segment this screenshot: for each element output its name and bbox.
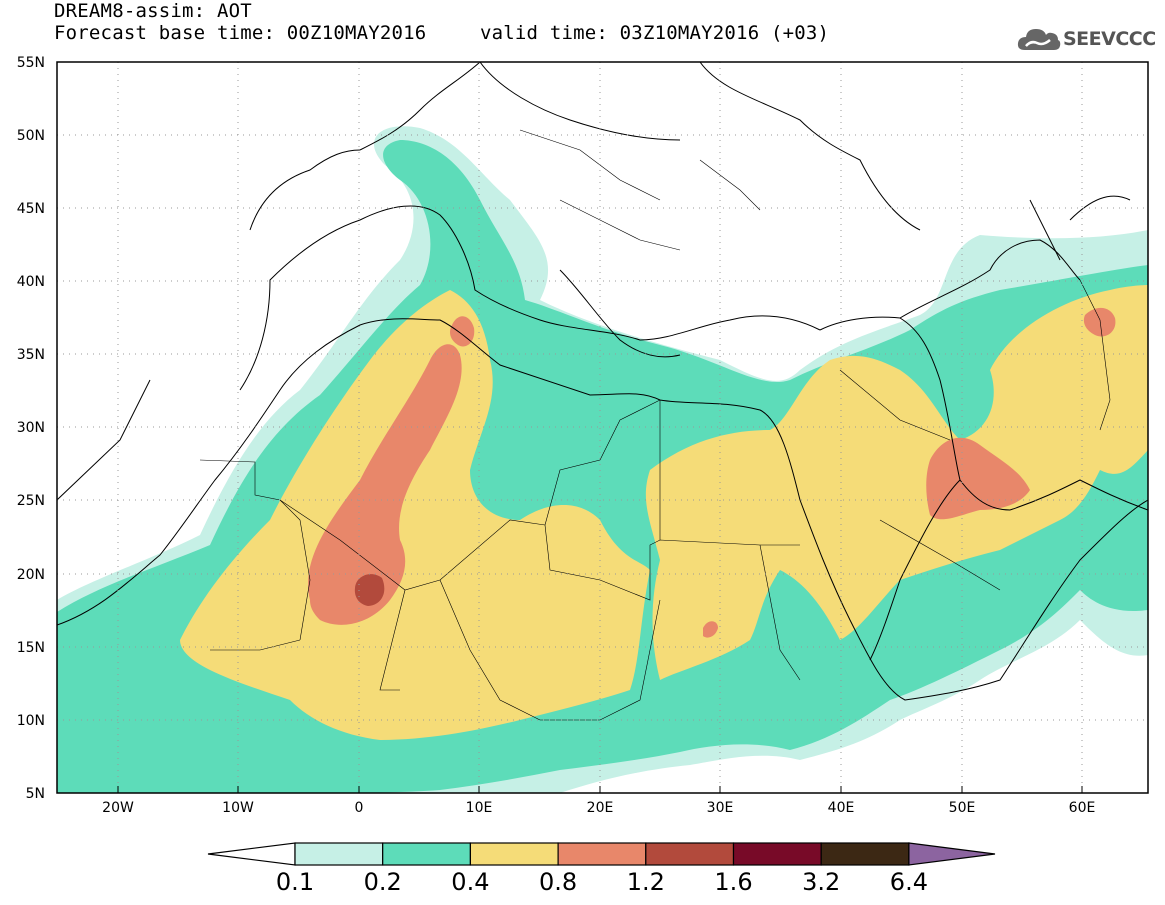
base-time: Forecast base time: 00Z10MAY2016 xyxy=(54,22,427,44)
colorbar-swatch xyxy=(382,842,472,866)
colorbar-swatch xyxy=(820,842,910,866)
lat-tick-label: 15N xyxy=(17,640,45,656)
aot-field-level-4-sahara xyxy=(308,344,462,625)
lat-tick-label: 50N xyxy=(17,128,45,144)
colorbar-label: 0.4 xyxy=(451,868,490,896)
lat-tick-label: 45N xyxy=(17,201,45,217)
aot-field-level-5 xyxy=(354,574,385,606)
lon-tick-label: 0 xyxy=(355,800,364,816)
lon-tick-label: 60E xyxy=(1069,800,1096,816)
aot-field-level-3-west xyxy=(180,290,650,740)
lon-axis-ticks xyxy=(117,786,1083,793)
colorbar-low-triangle xyxy=(207,842,296,866)
lon-tick-label: 20E xyxy=(587,800,614,816)
lon-tick-label: 50E xyxy=(949,800,976,816)
lat-tick-label: 30N xyxy=(17,420,45,436)
lat-tick-label: 25N xyxy=(17,493,45,509)
lon-tick-label: 10E xyxy=(466,800,493,816)
lon-tick-label: 10W xyxy=(222,800,254,816)
lon-tick-label: 40E xyxy=(828,800,855,816)
map-title: DREAM8-assim: AOT xyxy=(54,0,252,22)
colorbar-swatch xyxy=(645,842,735,866)
lat-tick-label: 10N xyxy=(17,713,45,729)
aot-contours xyxy=(57,126,1148,793)
forecast-time-line: Forecast base time: 00Z10MAY2016 valid ti… xyxy=(54,22,829,44)
colorbar-swatch xyxy=(294,842,384,866)
colorbar-label: 0.2 xyxy=(363,868,402,896)
aot-field-level-4-sudan xyxy=(703,621,718,638)
plot-frame xyxy=(56,61,1149,794)
lat-axis-labels: 55N 50N 45N 40N 35N 30N 25N 20N 15N 10N … xyxy=(17,55,45,802)
seevccc-logo: SEEVCCC xyxy=(1017,22,1156,56)
aot-field-level-4-gulf xyxy=(926,437,1030,520)
colorbar-label: 0.1 xyxy=(275,868,315,896)
aot-field-level-3-east xyxy=(645,285,1148,680)
lon-axis-labels: 20W 10W 0 10E 20E 30E 40E 50E 60E xyxy=(102,800,1095,816)
logo-text: SEEVCCC xyxy=(1063,28,1156,50)
lon-tick-label: 20W xyxy=(102,800,134,816)
lon-tick-label: 30E xyxy=(707,800,734,816)
colorbar-label: 1.2 xyxy=(626,868,665,896)
cloud-icon xyxy=(1017,29,1061,50)
lat-tick-label: 5N xyxy=(26,786,45,802)
valid-time: valid time: 03Z10MAY2016 (+03) xyxy=(480,22,830,44)
colorbar xyxy=(207,842,996,866)
colorbar-label: 6.4 xyxy=(889,868,928,896)
aot-field-level-4-caspian xyxy=(1083,307,1116,337)
colorbar-label: 3.2 xyxy=(802,868,841,896)
colorbar-swatch xyxy=(732,842,822,866)
coastlines xyxy=(57,62,1148,701)
colorbar-label: 0.8 xyxy=(539,868,578,896)
lat-tick-label: 40N xyxy=(17,274,45,290)
colorbar-swatch xyxy=(469,842,559,866)
colorbar-high-triangle xyxy=(908,842,996,866)
lat-tick-label: 35N xyxy=(17,347,45,363)
lat-tick-label: 55N xyxy=(17,55,45,71)
lat-tick-label: 20N xyxy=(17,567,45,583)
colorbar-swatch xyxy=(557,842,647,866)
colorbar-label: 1.6 xyxy=(714,868,753,896)
